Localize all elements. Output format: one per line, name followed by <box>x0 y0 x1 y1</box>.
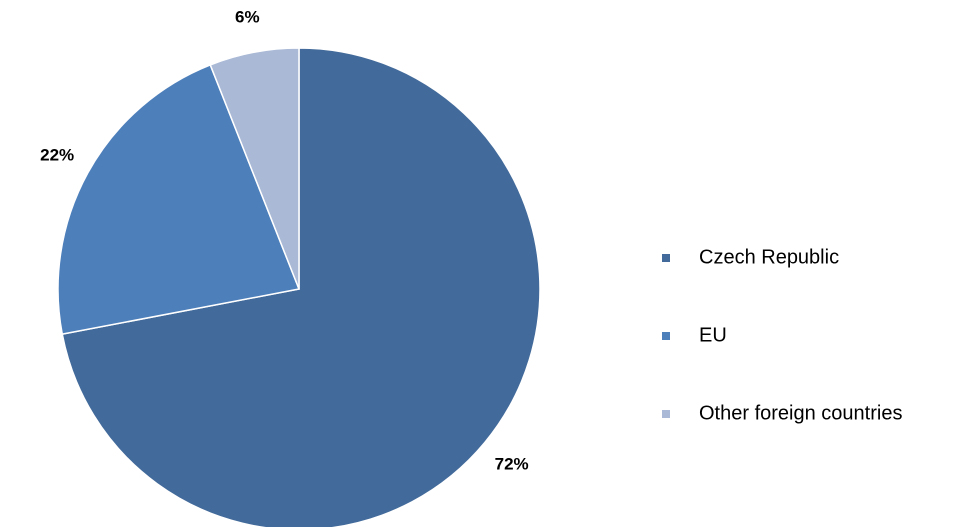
legend-swatch <box>662 332 670 340</box>
value-label: 6% <box>235 7 260 26</box>
legend-label: Czech Republic <box>699 246 839 268</box>
pie-slice <box>209 47 300 290</box>
legend-label: Other foreign countries <box>699 402 902 424</box>
value-label: 72% <box>495 454 529 473</box>
pie-slice <box>61 47 541 527</box>
legend-swatch <box>662 254 670 262</box>
pie-slice <box>57 63 301 336</box>
legend-swatch <box>662 410 670 418</box>
value-label: 22% <box>40 146 74 165</box>
legend-label: EU <box>699 324 727 346</box>
